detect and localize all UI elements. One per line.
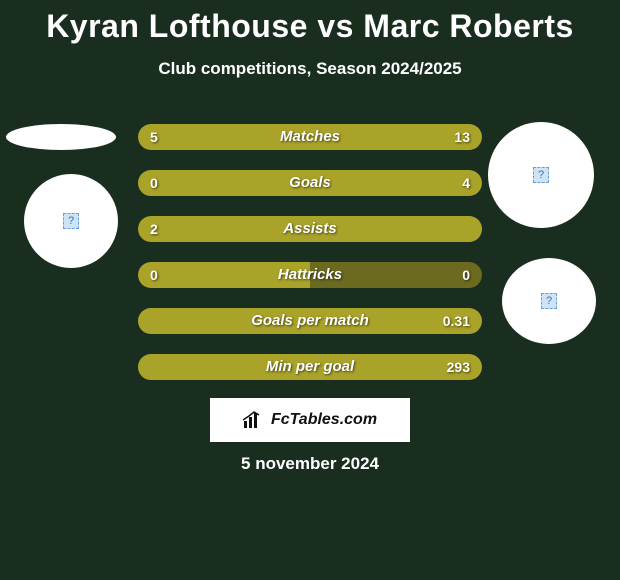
stat-bar: 513Matches [138, 124, 482, 150]
stat-bar: 04Goals [138, 170, 482, 196]
comparison-bars: 513Matches 04Goals 2Assists 00Hattricks 0.31… [138, 124, 482, 400]
placeholder-icon: ? [63, 213, 79, 229]
logo-box: FcTables.com [210, 398, 410, 442]
placeholder-icon: ? [533, 167, 549, 183]
chart-icon [243, 411, 265, 429]
bar-label: Goals per match [138, 308, 482, 334]
ellipse-top-left [6, 124, 116, 150]
bar-label: Hattricks [138, 262, 482, 288]
bar-label: Goals [138, 170, 482, 196]
bar-label: Min per goal [138, 354, 482, 380]
page-title: Kyran Lofthouse vs Marc Roberts [0, 0, 620, 45]
stat-bar: 293Min per goal [138, 354, 482, 380]
stat-bar: 0.31Goals per match [138, 308, 482, 334]
page-subtitle: Club competitions, Season 2024/2025 [0, 59, 620, 79]
bar-label: Assists [138, 216, 482, 242]
placeholder-icon: ? [541, 293, 557, 309]
logo-text: FcTables.com [271, 411, 377, 429]
circle-left: ? [24, 174, 118, 268]
circle-top-right: ? [488, 122, 594, 228]
date-label: 5 november 2024 [0, 454, 620, 474]
stat-bar: 00Hattricks [138, 262, 482, 288]
circle-bottom-right: ? [502, 258, 596, 344]
bar-label: Matches [138, 124, 482, 150]
stat-bar: 2Assists [138, 216, 482, 242]
